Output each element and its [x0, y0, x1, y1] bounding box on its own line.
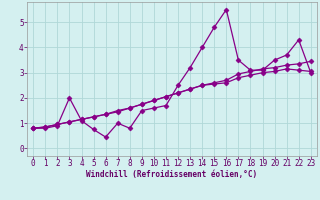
X-axis label: Windchill (Refroidissement éolien,°C): Windchill (Refroidissement éolien,°C) — [86, 170, 258, 179]
